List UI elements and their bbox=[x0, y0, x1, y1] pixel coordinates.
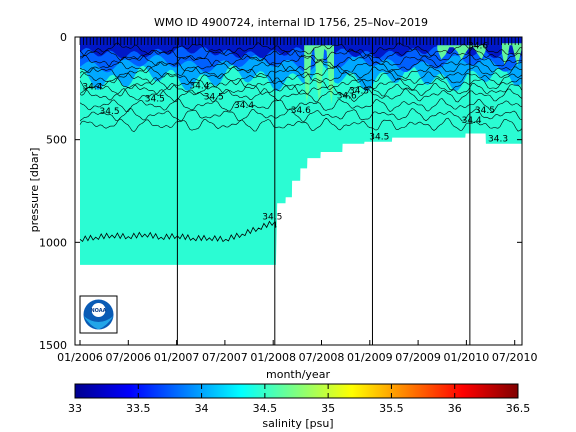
colorbar-ticks: 33 33.5 34 34.5 35 35.5 36 36.5 bbox=[68, 384, 530, 415]
colorbar-tick-label: 33 bbox=[68, 402, 82, 415]
salinity-contour bbox=[79, 77, 522, 91]
salinity-contour bbox=[79, 107, 522, 123]
contour-label: 34.6 bbox=[337, 92, 357, 102]
colorbar bbox=[74, 383, 519, 399]
contour-label: 34.4 bbox=[234, 101, 254, 111]
salinity-contour bbox=[79, 117, 522, 133]
contour-label: 34.4 bbox=[82, 82, 102, 92]
colorbar-label: salinity [psu] bbox=[262, 417, 333, 430]
y-tick-label: 1500 bbox=[39, 339, 67, 352]
x-tick-label: 07/2010 bbox=[492, 351, 538, 364]
isohaline-contour bbox=[79, 220, 277, 243]
salinity-contour bbox=[79, 88, 522, 103]
x-tick-label: 07/2006 bbox=[105, 351, 151, 364]
contour-label: 34.4 bbox=[462, 116, 482, 126]
salinity-contour bbox=[79, 59, 522, 74]
x-tick-label: 01/2010 bbox=[444, 351, 490, 364]
x-tick-label: 01/2006 bbox=[57, 351, 103, 364]
contour-label: 34.5 bbox=[475, 106, 495, 116]
colorbar-tick-label: 35 bbox=[321, 402, 335, 415]
y-tick-label: 1000 bbox=[39, 236, 67, 249]
colorbar-tick-label: 33.5 bbox=[126, 402, 151, 415]
x-tick-label: 01/2007 bbox=[154, 351, 200, 364]
colorbar-tick-label: 34 bbox=[195, 402, 209, 415]
x-axis: 01/2006 07/2006 01/2007 07/2007 01/2008 07/20… bbox=[57, 340, 538, 364]
x-tick-label: 07/2008 bbox=[299, 351, 345, 364]
x-tick-label: 07/2009 bbox=[395, 351, 441, 364]
salinity-contour bbox=[79, 71, 522, 86]
contour-label: 34.4 bbox=[189, 81, 209, 91]
x-tick-label: 01/2009 bbox=[347, 351, 393, 364]
salinity-contour bbox=[79, 42, 522, 57]
y-tick-label: 0 bbox=[60, 31, 67, 44]
contour-label: 34.5 bbox=[100, 107, 120, 117]
y-tick-label: 500 bbox=[46, 134, 67, 147]
colorbar-tick-label: 36.5 bbox=[506, 402, 531, 415]
contour-label: 34.5 bbox=[369, 133, 389, 143]
plot-area: 34.434.534.534.434.534.434.634.634.534.5… bbox=[79, 37, 541, 345]
plot-frame bbox=[74, 36, 523, 346]
x-axis-label: month/year bbox=[266, 368, 330, 381]
contour-label: 34.6 bbox=[291, 106, 311, 116]
contour-label: 34.5 bbox=[204, 93, 224, 103]
noaa-logo: NOAA bbox=[79, 295, 118, 334]
noaa-logo-text: NOAA bbox=[90, 308, 106, 314]
contour-label: 34.3 bbox=[488, 135, 508, 145]
colorbar-tick-label: 34.5 bbox=[253, 402, 278, 415]
x-tick-label: 01/2008 bbox=[250, 351, 296, 364]
colorbar-tick-label: 35.5 bbox=[379, 402, 404, 415]
x-tick-label: 07/2007 bbox=[202, 351, 248, 364]
y-axis: 0 500 1000 1500 bbox=[39, 31, 522, 352]
contour-label: 34.6 bbox=[468, 41, 488, 51]
contour-label: 34.6 bbox=[521, 42, 541, 52]
mixed-layer-band bbox=[80, 37, 522, 59]
contour-label: 34.5 bbox=[145, 95, 165, 105]
contour-label: 34.5 bbox=[262, 213, 282, 223]
high-salinity-patch bbox=[501, 43, 522, 66]
salinity-contour bbox=[79, 98, 522, 113]
salinity-contour bbox=[79, 65, 522, 79]
colorbar-tick-label: 36 bbox=[448, 402, 462, 415]
y-axis-label: pressure [dbar] bbox=[28, 148, 41, 233]
chart-title: WMO ID 4900724, internal ID 1756, 25–Nov… bbox=[154, 16, 428, 29]
high-salinity-patch bbox=[437, 45, 486, 60]
high-salinity-patch bbox=[304, 45, 334, 105]
contour-label: 34.5 bbox=[349, 87, 369, 97]
salinity-contour bbox=[79, 48, 522, 63]
